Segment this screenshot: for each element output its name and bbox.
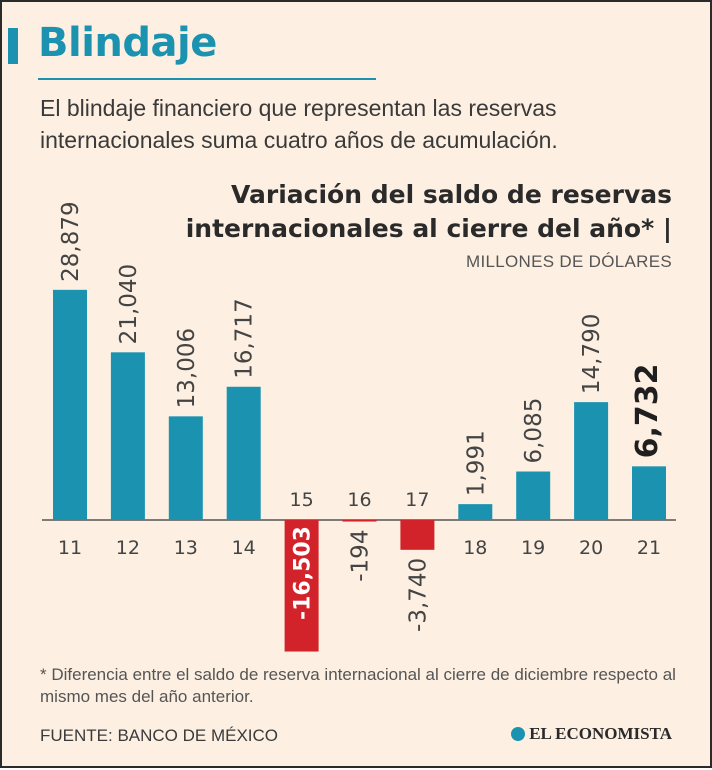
bar-20 [574,402,609,520]
category-label: 21 [637,537,661,559]
value-label: 6,732 [630,363,665,458]
category-label: 11 [58,537,82,559]
bar-19 [516,471,551,520]
footnote: * Diferencia entre el saldo de reserva i… [40,665,676,706]
category-label: 12 [116,537,140,559]
category-label: 17 [405,489,429,511]
bar-12 [110,352,145,520]
value-label: 14,790 [579,314,605,394]
value-label: -16,503 [291,526,316,620]
category-label: 13 [174,537,198,559]
value-label: 1,991 [463,430,489,496]
value-label: 16,717 [232,298,258,378]
bar-15 [284,520,319,652]
bar-14 [226,386,261,520]
value-label: 28,879 [58,201,84,281]
subtitle: El blindaje financiero que representan l… [40,95,558,153]
value-label: 21,040 [116,264,142,344]
value-label: 6,085 [521,398,547,464]
chart-title: Variación del saldo de reservas internac… [185,180,672,243]
title-accent-bar [8,28,18,64]
bar-17 [400,520,435,550]
category-label: 19 [521,537,545,559]
category-label: 14 [232,537,256,559]
globe-icon [511,727,526,741]
category-label: 18 [463,537,487,559]
value-label: -194 [348,530,374,582]
bar-18 [458,504,493,520]
category-label: 15 [290,489,314,511]
bar-11 [53,289,87,520]
category-label: 20 [579,537,603,559]
chart-units: MILLONES DE DÓLARES [466,252,672,271]
brand-name: EL ECONOMISTA [529,724,672,743]
page-title: Blindaje [38,20,217,66]
value-label: -3,740 [405,558,431,632]
value-label: 13,006 [174,328,200,408]
bar-21 [632,466,666,520]
brand-logo: EL ECONOMISTA [511,724,672,744]
title-underline [38,78,376,80]
bar-13 [168,416,203,520]
source-credit: FUENTE: BANCO DE MÉXICO [40,726,279,745]
bar-16 [342,520,377,522]
category-label: 16 [347,489,371,511]
